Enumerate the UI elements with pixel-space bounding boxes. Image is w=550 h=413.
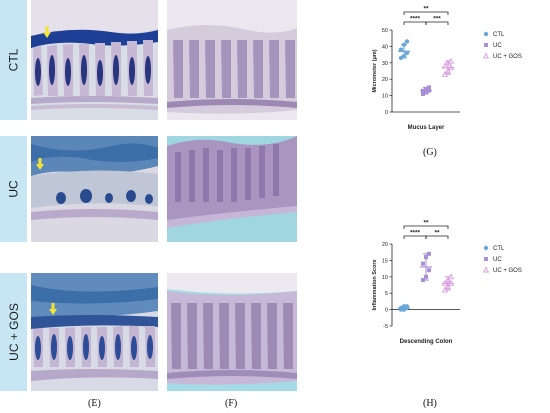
micrograph-e-ucgos (31, 273, 158, 391)
legend-marker (483, 245, 489, 251)
legend-label: CTL (493, 246, 505, 252)
legend-marker (484, 257, 488, 261)
y-tick-label: 0 (385, 110, 388, 116)
y-tick-label: -5 (383, 324, 388, 330)
legend-marker (482, 52, 490, 59)
data-point (424, 90, 428, 95)
data-point (441, 62, 449, 69)
data-point (427, 85, 431, 90)
x-axis-label: Descending Colon (400, 339, 453, 345)
significance-bracket (403, 225, 449, 229)
y-tick-label: 50 (382, 28, 388, 34)
data-point (404, 50, 410, 56)
micrograph-f-ctl (167, 0, 297, 120)
legend-label: UC (493, 257, 502, 263)
row-label-uc-text: UC (6, 180, 21, 198)
data-point (424, 274, 428, 279)
significance-bracket (403, 11, 449, 15)
micrograph-f-ucgos (167, 273, 297, 391)
data-point (421, 91, 425, 96)
y-tick-label: 20 (382, 242, 388, 248)
panel-letter-h: (H) (423, 398, 437, 409)
row-label-uc: UC (0, 136, 27, 242)
panel-letter-f: (F) (225, 398, 238, 409)
data-point (401, 54, 407, 59)
x-axis-label: Mucus Layer (408, 125, 445, 131)
data-point (421, 88, 425, 93)
significance-label: ** (423, 6, 429, 13)
significance-bracket (425, 235, 449, 239)
legend-label: UC + GOS (493, 54, 522, 60)
significance-label: **** (410, 16, 421, 23)
legend-marker (484, 43, 488, 47)
data-point (447, 279, 455, 286)
data-point (444, 276, 452, 283)
data-point (427, 251, 431, 256)
data-point (424, 87, 428, 92)
data-point (404, 304, 410, 309)
data-point (401, 42, 407, 47)
legend-marker (482, 266, 490, 273)
data-point (444, 283, 452, 290)
y-tick-label: 40 (382, 44, 388, 50)
row-label-ucgos-text: UC + GOS (6, 303, 21, 361)
data-point (404, 39, 410, 44)
chart-inflammation-score: -5 0 5 10 15 20 Descending Colon Inflammation S… (362, 214, 550, 354)
y-tick-label: 10 (382, 94, 388, 100)
y-axis-label: Micrometer (μm) (372, 49, 378, 92)
y-tick-label: 0 (385, 308, 388, 314)
legend-label: CTL (493, 32, 505, 38)
significance-label: ** (423, 220, 429, 227)
data-point (441, 70, 449, 77)
data-point (421, 278, 425, 283)
micrograph-e-ctl (31, 0, 158, 120)
data-point (441, 279, 449, 286)
y-tick-label: 10 (382, 275, 388, 281)
data-point (441, 286, 449, 293)
data-point (424, 255, 428, 260)
significance-label: **** (410, 230, 421, 237)
y-tick-label: 5 (385, 291, 388, 297)
legend-label: UC (493, 43, 502, 49)
panel-letter-g: (G) (423, 147, 437, 158)
significance-bracket (425, 21, 449, 25)
significance-label: *** (433, 16, 441, 23)
y-tick-label: 30 (382, 61, 388, 67)
y-tick-label: 15 (382, 258, 388, 264)
micrograph-e-uc (31, 136, 158, 242)
data-point (444, 67, 452, 74)
chart-mucus-layer: 0 10 20 30 40 50 Mucus Layer Micrometer (μm) ** *… (362, 0, 550, 140)
significance-label: ** (434, 230, 440, 237)
row-label-ctl: CTL (0, 0, 27, 120)
row-label-ucgos: UC + GOS (0, 273, 27, 391)
y-axis-label: Inflammation Score (372, 259, 378, 310)
legend-label: UC + GOS (493, 268, 522, 274)
data-point (427, 268, 431, 273)
data-point (447, 57, 455, 64)
legend-marker (483, 31, 489, 37)
micrograph-f-uc (167, 136, 297, 242)
data-point (421, 261, 425, 266)
y-tick-label: 20 (382, 77, 388, 83)
row-label-ctl-text: CTL (6, 48, 21, 72)
data-point (427, 88, 431, 93)
data-point (447, 273, 455, 280)
data-point (447, 64, 455, 71)
data-point (398, 47, 404, 52)
panel-letter-e: (E) (88, 398, 101, 409)
